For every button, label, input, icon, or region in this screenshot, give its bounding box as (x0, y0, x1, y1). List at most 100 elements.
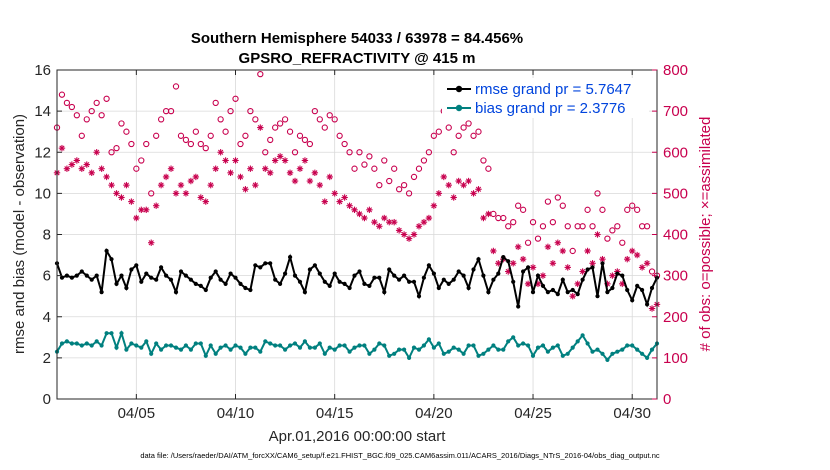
bias-point (476, 353, 481, 358)
obs-possible-point (143, 140, 150, 148)
rmse-point (238, 281, 243, 286)
obs-assimilated-point (276, 153, 284, 160)
obs-possible-point (629, 202, 636, 209)
obs-possible-point (296, 132, 304, 139)
bias-point (560, 353, 565, 358)
obs-assimilated-point (271, 157, 279, 164)
obs-possible-point (366, 153, 373, 160)
obs-assimilated-point (366, 206, 373, 214)
bias-series (54, 329, 660, 362)
bias-point (74, 341, 79, 346)
obs-assimilated-point (128, 198, 135, 205)
bias-point (605, 357, 610, 362)
bias-point (283, 347, 288, 352)
obs-assimilated-point (217, 149, 224, 156)
bias-point (367, 351, 372, 356)
obs-possible-point (118, 120, 125, 127)
obs-possible-point (643, 223, 651, 230)
obs-possible-point (554, 194, 561, 201)
bias-point (154, 341, 159, 346)
obs-possible-point (68, 103, 76, 111)
rmse-point (203, 287, 208, 293)
rmse-point (535, 273, 541, 278)
bias-point (263, 339, 268, 344)
bias-point (233, 343, 238, 348)
bias-point (387, 353, 392, 358)
rmse-point (297, 279, 303, 284)
obs-possible-point (589, 223, 596, 230)
bias-point (178, 347, 184, 352)
rmse-point (471, 267, 476, 272)
obs-assimilated-point (123, 181, 130, 189)
bias-point (649, 347, 655, 352)
obs-possible-point (450, 149, 457, 156)
obs-possible-point (351, 165, 358, 172)
obs-possible-point (291, 149, 299, 156)
obs-assimilated-point (73, 157, 81, 164)
obs-assimilated-point (237, 173, 244, 181)
bias-point (411, 345, 417, 350)
rmse-point (168, 277, 174, 282)
bias-point (213, 351, 218, 356)
bias-point (337, 343, 342, 348)
rmse-point (223, 281, 228, 286)
obs-possible-point (510, 219, 517, 226)
y-tick-label-5: 10 (34, 185, 51, 202)
obs-assimilated-point (212, 165, 219, 172)
obs-possible-point (410, 173, 418, 181)
rmse-point (94, 273, 99, 278)
bias-point (416, 347, 422, 352)
obs-possible-point (544, 198, 552, 205)
bias-point (124, 347, 129, 352)
rmse-point (575, 292, 580, 297)
obs-assimilated-point (356, 210, 363, 218)
rmse-point (263, 261, 268, 266)
bias-point (610, 351, 615, 356)
rmse-point (377, 275, 382, 280)
obs-possible-point (405, 190, 413, 197)
bias-point (545, 349, 551, 354)
obs-possible-point (98, 112, 105, 119)
obs-possible-point (500, 214, 507, 222)
rmse-point (372, 275, 377, 280)
obs-possible-point (212, 99, 219, 107)
obs-possible-point (579, 223, 586, 230)
rmse-point (466, 285, 471, 291)
y-tick-label-3: 6 (43, 268, 51, 285)
rmse-point (550, 287, 556, 293)
obs-possible-point (371, 165, 378, 172)
obs-possible-point (524, 239, 532, 246)
rmse-point (59, 275, 65, 280)
obs-assimilated-point (420, 218, 428, 226)
bias-point (565, 351, 570, 356)
rmse-point (159, 265, 164, 270)
bias-point (635, 347, 640, 352)
bias-point (620, 347, 625, 352)
legend-bias-label: bias grand pr = 2.3776 (475, 100, 626, 117)
rmse-point (565, 290, 570, 295)
obs-assimilated-point (93, 149, 100, 156)
x-tick-label-3: 04/20 (415, 405, 453, 422)
bias-point (402, 347, 407, 352)
obs-assimilated-point (331, 190, 338, 197)
rmse-point (302, 290, 307, 295)
obs-assimilated-point (113, 190, 120, 197)
obs-possible-point (167, 107, 175, 115)
rmse-point (590, 265, 595, 270)
bias-point (268, 341, 273, 346)
rmse-point (84, 273, 89, 278)
obs-assimilated-point (222, 157, 229, 164)
bias-point (397, 347, 402, 352)
obs-assimilated-point (346, 202, 353, 209)
obs-assimilated-point (133, 214, 140, 222)
obs-possible-point (197, 140, 204, 148)
legend-bias-marker (455, 104, 463, 112)
bias-point (332, 347, 337, 352)
rmse-point (431, 271, 436, 276)
obs-assimilated-point (648, 305, 656, 312)
obs-assimilated-point (629, 247, 636, 255)
y-right-tick-label-0: 0 (663, 391, 671, 408)
obs-possible-point (153, 132, 160, 139)
obs-possible-point (515, 202, 522, 209)
bias-point (451, 345, 456, 350)
